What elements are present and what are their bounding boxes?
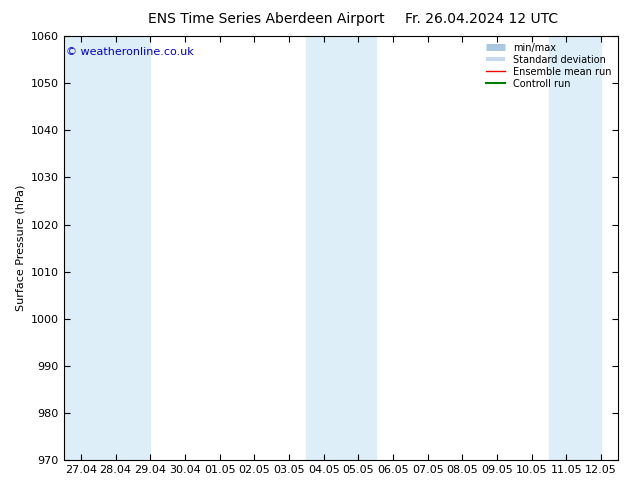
- Text: ENS Time Series Aberdeen Airport: ENS Time Series Aberdeen Airport: [148, 12, 385, 26]
- Text: Fr. 26.04.2024 12 UTC: Fr. 26.04.2024 12 UTC: [405, 12, 559, 26]
- Text: © weatheronline.co.uk: © weatheronline.co.uk: [67, 47, 194, 57]
- Bar: [306, 36, 376, 460]
- Bar: [115, 36, 150, 460]
- Bar: [63, 36, 115, 460]
- Legend: min/max, Standard deviation, Ensemble mean run, Controll run: min/max, Standard deviation, Ensemble me…: [484, 41, 614, 91]
- Bar: [549, 36, 601, 460]
- Y-axis label: Surface Pressure (hPa): Surface Pressure (hPa): [15, 185, 25, 311]
